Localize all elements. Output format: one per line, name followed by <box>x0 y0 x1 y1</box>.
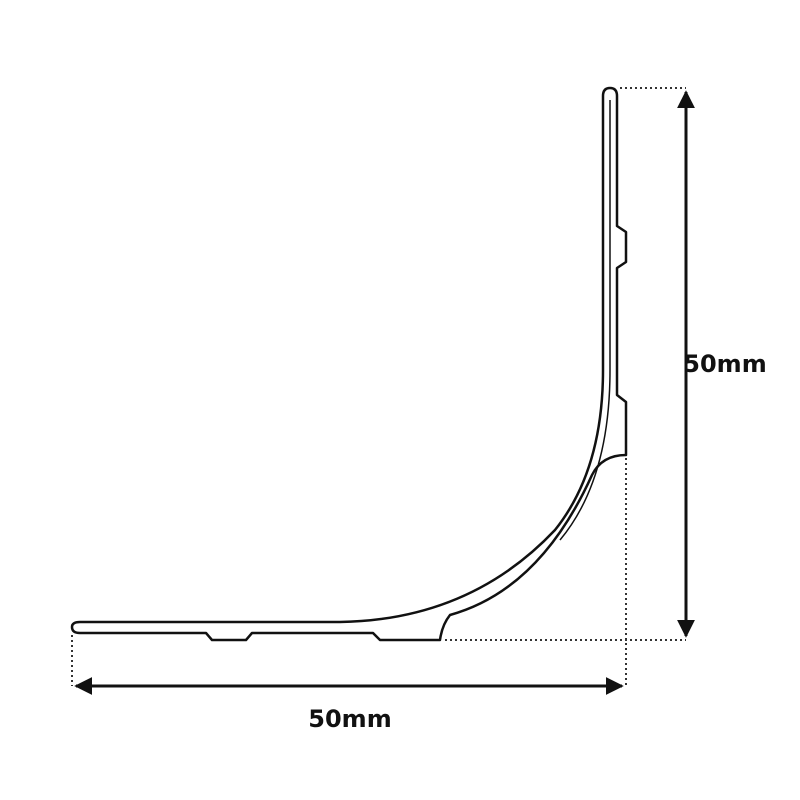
height-label: 50mm <box>683 350 766 378</box>
width-label: 50mm <box>308 705 391 733</box>
corner-profile <box>70 86 628 642</box>
inner-edge <box>559 100 611 541</box>
